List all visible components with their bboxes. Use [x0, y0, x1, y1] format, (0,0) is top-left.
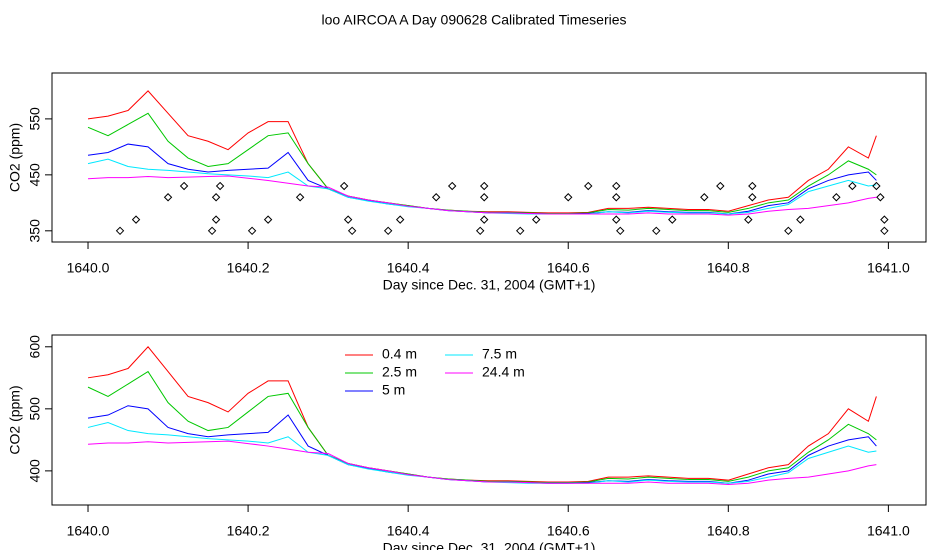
calibration-marker [211, 193, 221, 202]
calibration-marker [748, 193, 757, 202]
x-tick-label: 1640.2 [227, 523, 270, 539]
calibration-marker [263, 215, 273, 224]
calibration-marker [163, 193, 173, 202]
x-tick-label: 1640.2 [227, 260, 270, 276]
plot-frame [51, 72, 927, 243]
calibration-marker [612, 215, 621, 224]
calibration-marker [784, 226, 793, 236]
calibration-marker [295, 193, 305, 202]
calibration-marker [584, 181, 593, 191]
calibration-marker [748, 181, 757, 191]
y-tick-label: 600 [27, 335, 43, 359]
calibration-marker [479, 193, 489, 202]
legend-label: 7.5 m [482, 346, 517, 362]
y-axis-label: CO2 (ppm) [7, 123, 23, 192]
x-axis-label: Day since Dec. 31, 2004 (GMT+1) [383, 277, 596, 293]
x-tick-label: 1640.6 [547, 523, 590, 539]
y-tick-label: 550 [27, 107, 43, 131]
calibration-marker [796, 215, 805, 224]
calibration-marker [616, 226, 625, 236]
calibration-marker [532, 215, 541, 224]
calibration-marker [700, 193, 709, 202]
x-tick-label: 1641.0 [867, 523, 910, 539]
calibration-marker [479, 181, 489, 191]
calibration-marker [395, 215, 405, 224]
series-line [87, 370, 877, 484]
calibration-marker [343, 215, 353, 224]
calibration-marker [716, 181, 725, 191]
calibration-marker [215, 181, 225, 191]
x-tick-label: 1640.8 [707, 260, 750, 276]
calibration-marker [131, 215, 141, 224]
y-tick-label: 400 [27, 459, 43, 483]
calibration-marker [211, 215, 221, 224]
y-tick-label: 500 [27, 397, 43, 421]
series-line [87, 440, 877, 486]
legend-label: 2.5 m [382, 364, 417, 380]
calibration-marker [339, 181, 349, 191]
calibration-marker [880, 226, 889, 236]
x-tick-label: 1640.8 [707, 523, 750, 539]
series-line [87, 112, 877, 214]
calibration-marker [744, 215, 753, 224]
calibration-marker [516, 226, 525, 236]
calibration-marker [247, 226, 257, 236]
calibration-marker [479, 215, 489, 224]
calibration-marker [383, 226, 393, 236]
calibration-marker [431, 193, 441, 202]
calibration-marker [832, 193, 841, 202]
x-tick-label: 1641.0 [867, 260, 910, 276]
calibration-marker [668, 215, 677, 224]
calibration-marker [872, 181, 881, 191]
y-tick-label: 350 [27, 219, 43, 243]
y-axis-label: CO2 (ppm) [7, 385, 23, 454]
calibration-marker [564, 193, 573, 202]
series-line [87, 175, 877, 216]
calibration-marker [848, 181, 857, 191]
legend-label: 24.4 m [482, 364, 525, 380]
calibration-marker [179, 181, 189, 191]
y-tick-label: 450 [27, 163, 43, 187]
series-line [87, 90, 877, 214]
legend-label: 5 m [382, 382, 405, 398]
x-axis-label: Day since Dec. 31, 2004 (GMT+1) [383, 540, 596, 550]
calibration-marker [880, 215, 889, 224]
plot-frame [51, 334, 927, 506]
calibration-marker [447, 181, 457, 191]
calibration-marker [475, 226, 485, 236]
x-tick-label: 1640.6 [547, 260, 590, 276]
x-tick-label: 1640.4 [387, 523, 430, 539]
calibration-marker [612, 181, 621, 191]
x-tick-label: 1640.0 [67, 523, 110, 539]
calibration-marker [115, 226, 125, 236]
calibration-marker [612, 193, 621, 202]
series-line [87, 346, 877, 483]
calibration-marker [347, 226, 357, 236]
calibration-marker [207, 226, 217, 236]
legend-label: 0.4 m [382, 346, 417, 362]
calibration-marker [876, 193, 885, 202]
calibration-marker [652, 226, 661, 236]
x-tick-label: 1640.0 [67, 260, 110, 276]
chart-title: loo AIRCOA A Day 090628 Calibrated Times… [321, 12, 626, 28]
x-tick-label: 1640.4 [387, 260, 430, 276]
